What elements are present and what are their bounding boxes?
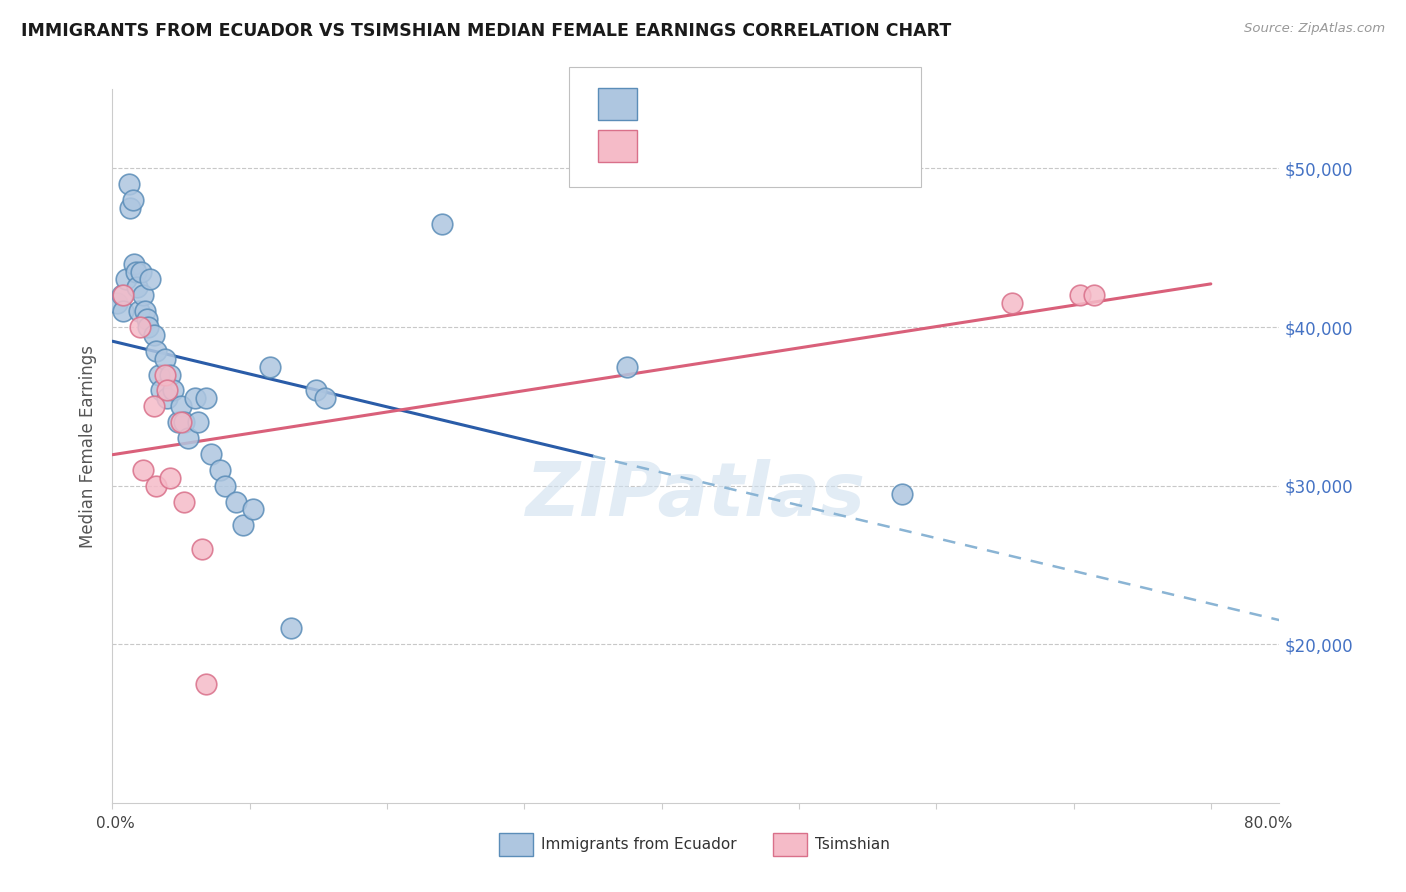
Text: 0.0%: 0.0%: [96, 816, 135, 830]
Point: [156, 392, 179, 406]
Point: [125, 264, 148, 278]
Point: [314, 392, 336, 406]
Point: [187, 415, 209, 429]
Text: IMMIGRANTS FROM ECUADOR VS TSIMSHIAN MEDIAN FEMALE EARNINGS CORRELATION CHART: IMMIGRANTS FROM ECUADOR VS TSIMSHIAN MED…: [21, 22, 952, 40]
Text: Tsimshian: Tsimshian: [815, 838, 890, 852]
Point: [214, 478, 236, 492]
Point: [127, 280, 149, 294]
Point: [280, 621, 302, 635]
Point: [111, 288, 134, 302]
Point: [148, 368, 170, 382]
Point: [173, 415, 195, 429]
Point: [170, 400, 193, 414]
Point: [122, 193, 145, 207]
Point: [145, 343, 167, 358]
Y-axis label: Median Female Earnings: Median Female Earnings: [79, 344, 97, 548]
Point: [136, 320, 159, 334]
Point: [138, 272, 160, 286]
Point: [194, 392, 217, 406]
Point: [177, 431, 200, 445]
Point: [115, 272, 138, 286]
Point: [173, 494, 195, 508]
Text: R =: R =: [647, 95, 683, 113]
Point: [167, 415, 190, 429]
Point: [890, 486, 912, 500]
Text: N =: N =: [778, 137, 814, 155]
Text: N =: N =: [778, 95, 814, 113]
Point: [1001, 296, 1024, 310]
Point: [208, 463, 231, 477]
Point: [153, 368, 176, 382]
Text: -0.390: -0.390: [685, 95, 744, 113]
Point: [149, 384, 172, 398]
Point: [131, 288, 153, 302]
Point: [145, 478, 167, 492]
Point: [225, 494, 247, 508]
Text: Immigrants from Ecuador: Immigrants from Ecuador: [541, 838, 737, 852]
Point: [184, 392, 207, 406]
Text: ZIPatlas: ZIPatlas: [526, 459, 866, 533]
Point: [1083, 288, 1105, 302]
Point: [135, 312, 157, 326]
Point: [129, 320, 152, 334]
Point: [200, 447, 222, 461]
Point: [142, 328, 165, 343]
Text: R =: R =: [647, 137, 683, 155]
Point: [170, 415, 193, 429]
Point: [242, 502, 264, 516]
Point: [616, 359, 638, 374]
Point: [190, 542, 212, 557]
Text: 45: 45: [811, 95, 834, 113]
Point: [142, 400, 165, 414]
Point: [128, 304, 150, 318]
Point: [112, 304, 135, 318]
Point: [134, 304, 156, 318]
Point: [159, 471, 181, 485]
Point: [124, 257, 146, 271]
Text: 80.0%: 80.0%: [1244, 816, 1292, 830]
Point: [159, 368, 181, 382]
Point: [259, 359, 281, 374]
Point: [194, 677, 217, 691]
Point: [305, 384, 328, 398]
Point: [430, 217, 453, 231]
Point: [232, 518, 254, 533]
Point: [120, 201, 142, 215]
Point: [118, 178, 141, 192]
Point: [156, 384, 179, 398]
Point: [131, 463, 153, 477]
Point: [153, 351, 176, 366]
Point: [105, 296, 128, 310]
Text: Source: ZipAtlas.com: Source: ZipAtlas.com: [1244, 22, 1385, 36]
Point: [112, 288, 135, 302]
Text: 15: 15: [811, 137, 834, 155]
Point: [1069, 288, 1091, 302]
Point: [131, 264, 153, 278]
Point: [162, 384, 184, 398]
Text: 0.338: 0.338: [685, 137, 744, 155]
